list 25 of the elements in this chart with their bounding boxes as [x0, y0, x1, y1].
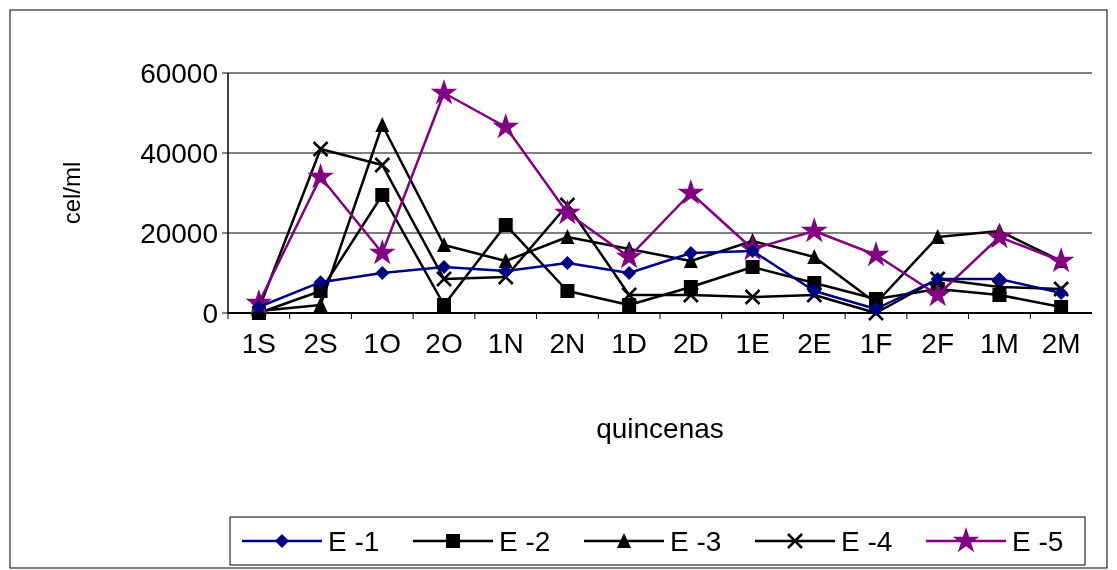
- x-tick-label: 1F: [859, 328, 893, 359]
- y-tick-label: 0: [202, 297, 218, 329]
- y-axis-title: cel/ml: [58, 161, 85, 225]
- x-tick-label: 1S: [241, 328, 276, 359]
- x-tick-label: 1O: [363, 328, 401, 359]
- x-tick-label: 1E: [735, 328, 770, 359]
- x-tick-label: 2E: [797, 328, 832, 359]
- x-tick-label: 1D: [611, 328, 648, 359]
- legend-label: E -1: [328, 525, 380, 557]
- y-tick-label: 40000: [140, 137, 218, 169]
- x-tick-label: 2S: [303, 328, 338, 359]
- y-tick-label: 20000: [140, 217, 218, 249]
- legend-label: E -5: [1012, 525, 1064, 557]
- y-tick-label: 60000: [140, 57, 218, 89]
- legend-label: E -4: [841, 525, 893, 557]
- x-tick-label: 2D: [672, 328, 709, 359]
- x-tick-label: 1N: [487, 328, 524, 359]
- x-tick-label: 1M: [979, 328, 1019, 359]
- legend-label: E -3: [670, 525, 722, 557]
- x-tick-label: 2N: [549, 328, 586, 359]
- legend-label: E -2: [499, 525, 551, 557]
- x-tick-label: 2O: [425, 328, 463, 359]
- x-axis-title: quincenas: [596, 413, 724, 444]
- x-tick-label: 2M: [1041, 328, 1081, 359]
- x-tick-label: 2F: [921, 328, 955, 359]
